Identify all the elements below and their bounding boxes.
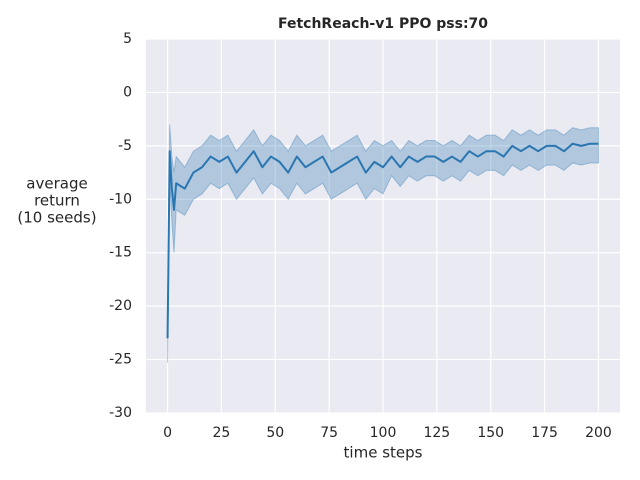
x-tick-label: 25 [212, 425, 230, 441]
y-axis-label: return [34, 192, 80, 210]
y-tick-label: 5 [123, 31, 132, 47]
y-tick-label: 0 [123, 84, 132, 100]
y-tick-label: -15 [109, 245, 132, 261]
y-tick-label: -25 [109, 352, 132, 368]
x-tick-label: 200 [585, 425, 612, 441]
confidence-band [167, 124, 599, 363]
x-tick-label: 100 [370, 425, 397, 441]
y-tick-label: -30 [109, 405, 132, 421]
x-tick-label: 0 [163, 425, 172, 441]
x-tick-label: 125 [423, 425, 450, 441]
y-tick-label: -10 [109, 191, 132, 207]
y-tick-label: -20 [109, 298, 132, 314]
x-tick-label: 50 [266, 425, 284, 441]
x-tick-label: 175 [531, 425, 558, 441]
data-line [166, 142, 599, 339]
x-tick-label: 150 [477, 425, 504, 441]
y-axis-label: (10 seeds) [17, 209, 96, 227]
chart-title: FetchReach-v1 PPO pss:70 [278, 16, 488, 32]
x-axis-label: time steps [344, 444, 423, 462]
x-tick-label: 75 [320, 425, 338, 441]
y-tick-label: -5 [118, 138, 132, 154]
y-axis-label: average [26, 175, 87, 193]
